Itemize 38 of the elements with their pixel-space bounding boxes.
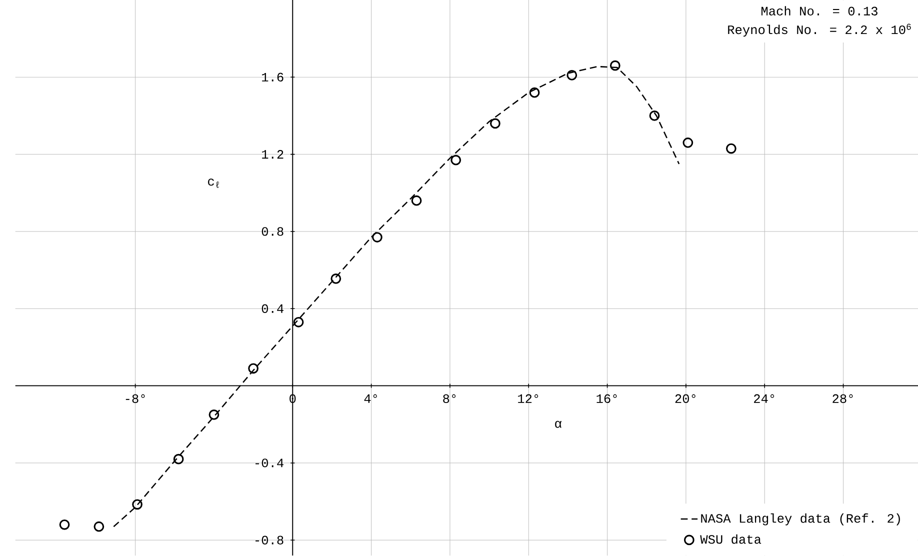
x-tick-label: 16°	[596, 394, 617, 404]
x-tick-label: -8°	[126, 394, 145, 404]
y-tick-label: 1.2	[262, 150, 284, 159]
point	[330, 274, 342, 284]
x-tick-label: 28°	[832, 394, 853, 404]
point	[529, 88, 540, 98]
x-tick-label: 4°	[364, 394, 377, 404]
x-tick-label: 24°	[754, 394, 774, 404]
point	[649, 110, 660, 122]
point	[450, 155, 462, 166]
x-axis-title: α	[555, 421, 562, 428]
point	[411, 196, 422, 206]
y-tick-label: 0.4	[262, 304, 284, 314]
annotation: Mach No. = 0.13	[761, 6, 878, 16]
point	[132, 499, 142, 510]
x-tick-label: 8°	[443, 394, 456, 404]
point	[208, 410, 220, 420]
point	[610, 60, 620, 71]
y-axis-title: c$_{ℓ}$	[208, 178, 219, 188]
legend-label: NASA Langley data (Ref. 2)	[701, 514, 900, 526]
y-tick-label: -0.4	[256, 458, 284, 468]
point	[682, 138, 694, 148]
point	[726, 144, 736, 154]
point	[94, 522, 104, 532]
point	[566, 70, 578, 81]
point	[248, 363, 258, 374]
y-tick-label: 1.6	[262, 73, 284, 82]
point	[490, 118, 500, 129]
point	[59, 520, 70, 530]
x-tick-label: 12°	[518, 394, 538, 404]
point	[372, 232, 382, 243]
annotation: Reynolds No. = 2.2 x 10$^{6}$	[728, 24, 911, 37]
x-tick-label: 20°	[675, 394, 696, 404]
y-tick-label: 0.8	[262, 227, 284, 236]
point	[293, 317, 304, 328]
point	[173, 454, 184, 465]
y-tick-label: -0.8	[256, 536, 284, 545]
legend-label: WSU data	[700, 534, 762, 544]
